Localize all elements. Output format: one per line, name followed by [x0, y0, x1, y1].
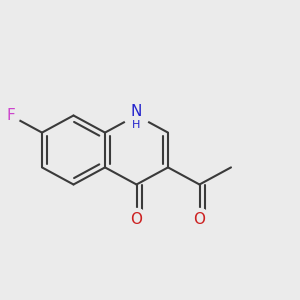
Text: H: H	[132, 119, 141, 130]
Text: N: N	[131, 103, 142, 118]
Circle shape	[1, 106, 20, 125]
Text: O: O	[194, 212, 206, 226]
Text: O: O	[130, 212, 142, 226]
Circle shape	[126, 208, 147, 230]
Circle shape	[189, 208, 210, 230]
Text: F: F	[6, 108, 15, 123]
Circle shape	[124, 103, 149, 128]
